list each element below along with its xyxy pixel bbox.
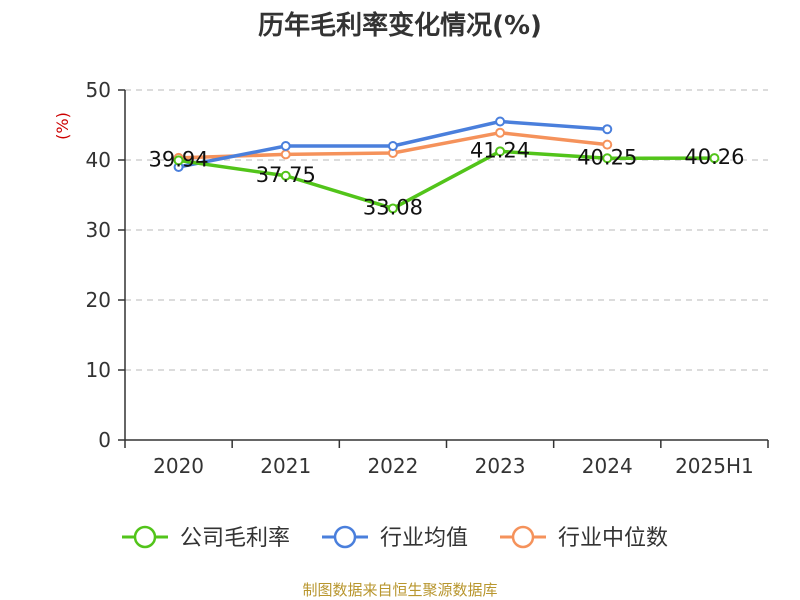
source-note: 制图数据来自恒生聚源数据库 bbox=[302, 581, 497, 599]
grid-lines bbox=[125, 89, 768, 371]
legend-swatch-marker-0 bbox=[133, 525, 157, 549]
data-label-0: 39.94 bbox=[149, 147, 209, 171]
legend-swatch-marker-1 bbox=[333, 525, 357, 549]
series-2-point-1 bbox=[280, 149, 291, 160]
legend: 公司毛利率 行业均值 行业中位数 bbox=[122, 525, 668, 551]
y-tick-label-10: 10 bbox=[86, 358, 111, 382]
series-1-point-2 bbox=[387, 141, 398, 151]
x-tick-label-2021: 2021 bbox=[260, 454, 311, 478]
data-label-5: 40.26 bbox=[684, 145, 744, 169]
series-2-point-3 bbox=[495, 127, 506, 138]
data-label-4: 40.25 bbox=[577, 145, 637, 169]
data-label-3: 41.24 bbox=[470, 138, 530, 162]
y-tick-labels: 0 10 20 30 40 50 bbox=[86, 78, 111, 452]
y-axis-label: (%) bbox=[53, 112, 72, 140]
series-0-point-2 bbox=[387, 203, 398, 214]
series-0-point-5 bbox=[709, 153, 720, 164]
data-label-2: 33.08 bbox=[363, 195, 423, 219]
y-tick-label-0: 0 bbox=[98, 428, 111, 452]
series-0-point-4 bbox=[602, 153, 613, 164]
x-tick-labels: 2020 2021 2022 2023 2024 2025H1 bbox=[153, 454, 754, 478]
series-1-point-4 bbox=[602, 124, 613, 135]
y-tick-label-40: 40 bbox=[86, 148, 111, 172]
series-1-point-3 bbox=[495, 116, 506, 127]
series-line-0 bbox=[176, 149, 717, 211]
y-tick-label-20: 20 bbox=[86, 288, 111, 312]
legend-label-1: 行业均值 bbox=[380, 526, 468, 551]
series-0-point-0 bbox=[173, 155, 184, 166]
y-tick-label-50: 50 bbox=[86, 78, 111, 102]
x-tick-label-2020: 2020 bbox=[153, 454, 204, 478]
series-group bbox=[173, 116, 720, 214]
data-label-1: 37.75 bbox=[256, 163, 316, 187]
chart-title: 历年毛利率变化情况(%) bbox=[258, 10, 542, 41]
legend-label-2: 行业中位数 bbox=[558, 526, 668, 551]
x-tick-label-2024: 2024 bbox=[582, 454, 633, 478]
x-tick-label-2025H1: 2025H1 bbox=[675, 454, 754, 478]
y-tick-label-30: 30 bbox=[86, 218, 111, 242]
legend-label-0: 公司毛利率 bbox=[180, 526, 290, 551]
axes bbox=[118, 89, 769, 448]
series-1-point-1 bbox=[280, 141, 291, 151]
data-labels: 39.94 37.75 33.08 41.24 40.25 40.26 bbox=[149, 138, 745, 219]
legend-swatch-marker-2 bbox=[511, 525, 535, 549]
x-tick-label-2022: 2022 bbox=[367, 454, 418, 478]
series-2-point-4 bbox=[602, 139, 613, 150]
series-0-point-3 bbox=[495, 146, 506, 157]
x-tick-label-2023: 2023 bbox=[475, 454, 526, 478]
series-0-point-1 bbox=[280, 170, 291, 181]
